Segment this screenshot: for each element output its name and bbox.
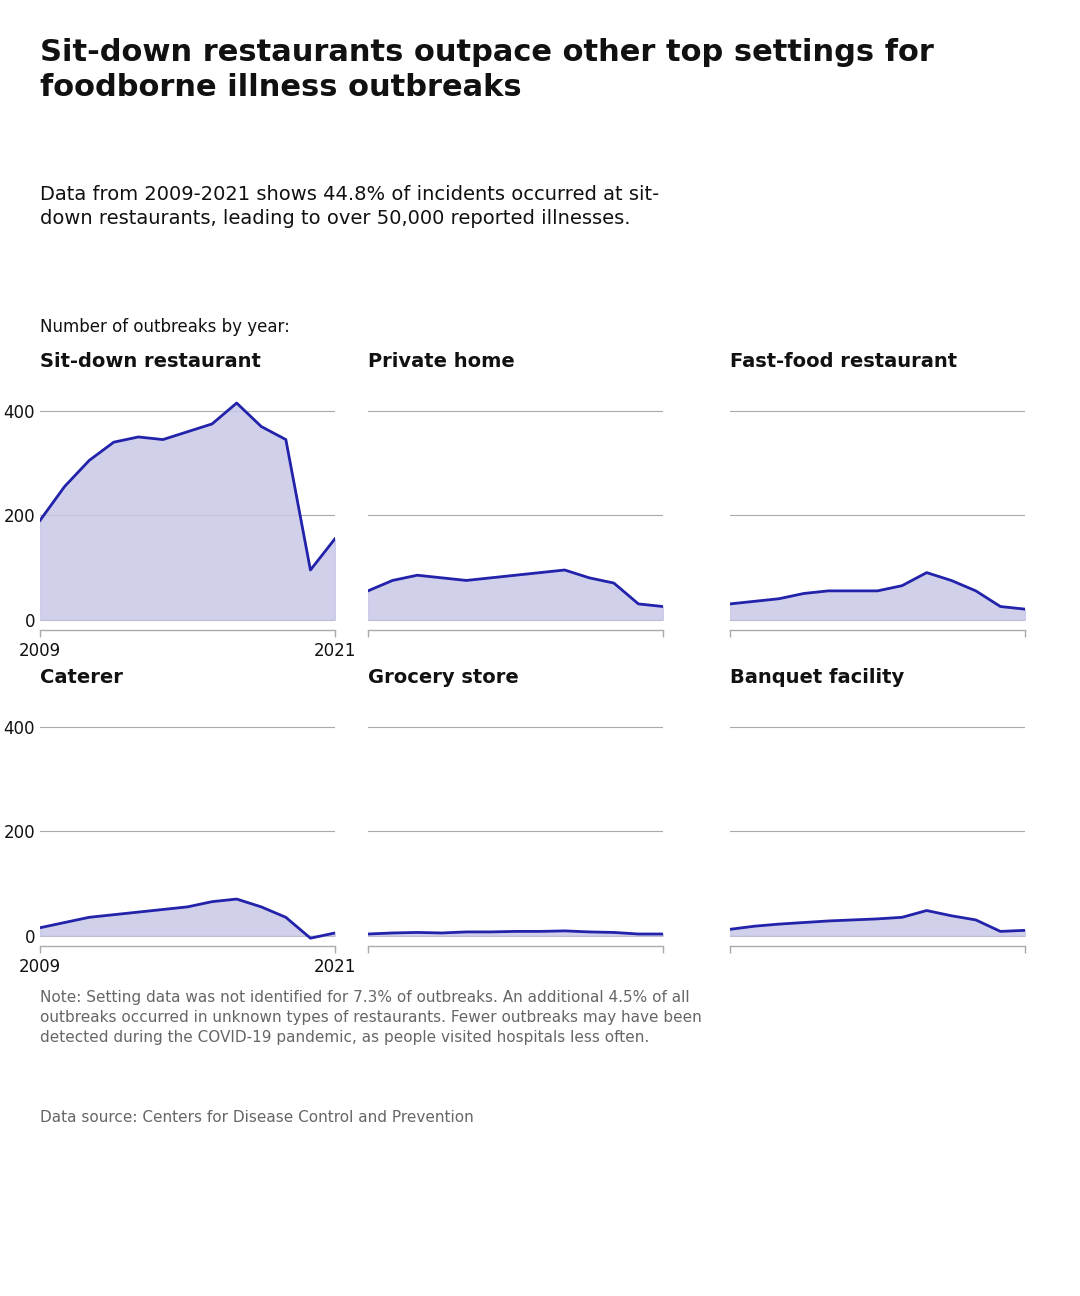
Text: Sit-down restaurant: Sit-down restaurant: [40, 353, 261, 371]
Text: Caterer: Caterer: [40, 667, 123, 687]
Text: Number of outbreaks by year:: Number of outbreaks by year:: [40, 318, 289, 336]
Text: Data source: Centers for Disease Control and Prevention: Data source: Centers for Disease Control…: [40, 1109, 474, 1125]
Text: Note: Setting data was not identified for 7.3% of outbreaks. An additional 4.5% : Note: Setting data was not identified fo…: [40, 990, 702, 1045]
Text: Private home: Private home: [368, 353, 515, 371]
Text: Sit-down restaurants outpace other top settings for
foodborne illness outbreaks: Sit-down restaurants outpace other top s…: [40, 38, 934, 102]
Text: Grocery store: Grocery store: [368, 667, 518, 687]
Text: Fast-food restaurant: Fast-food restaurant: [730, 353, 957, 371]
Text: Data from 2009-2021 shows 44.8% of incidents occurred at sit-
down restaurants, : Data from 2009-2021 shows 44.8% of incid…: [40, 185, 659, 228]
Text: Banquet facility: Banquet facility: [730, 667, 904, 687]
